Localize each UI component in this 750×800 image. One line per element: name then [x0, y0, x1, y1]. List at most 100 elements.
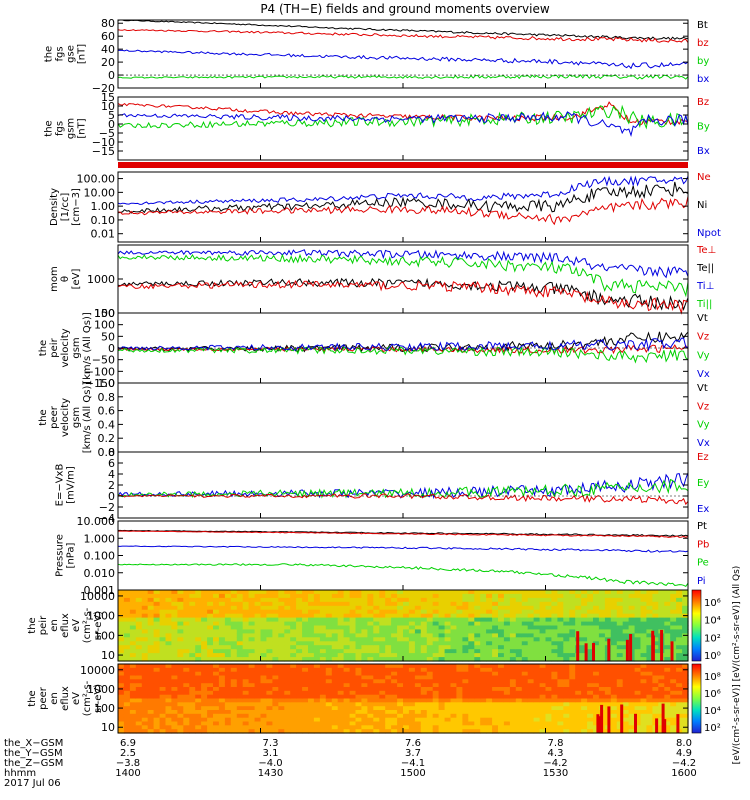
heatmap-cell	[278, 657, 285, 662]
heatmap-cell	[557, 729, 564, 734]
heatmap-cell	[569, 721, 576, 726]
heatmap-cell	[266, 690, 273, 696]
heatmap-cell	[272, 713, 279, 719]
heatmap-cell	[349, 725, 357, 730]
heatmap-cell	[682, 679, 689, 684]
heatmap-cell	[361, 679, 368, 684]
heatmap-cell	[545, 671, 552, 677]
heatmap-cell	[218, 617, 226, 623]
heatmap-cell	[527, 625, 535, 630]
heatmap-cell	[379, 729, 386, 734]
heatmap-cell	[444, 710, 452, 715]
heatmap-cell	[242, 690, 250, 696]
heatmap-cell	[456, 653, 463, 658]
heatmap-cell	[628, 721, 636, 726]
heatmap-cell	[551, 683, 558, 688]
heatmap-cell	[153, 687, 161, 692]
heatmap-cell	[129, 609, 137, 615]
heatmap-cell	[325, 653, 333, 658]
heatmap-cell	[308, 649, 315, 654]
heatmap-cell	[278, 717, 285, 723]
heatmap-cell	[260, 664, 267, 669]
heatmap-cell	[278, 713, 285, 719]
heatmap-cell	[123, 625, 131, 630]
heatmap-cell	[135, 713, 143, 719]
heatmap-cell	[313, 649, 321, 654]
heatmap-cell	[652, 637, 659, 642]
heatmap-cell	[165, 621, 172, 627]
heatmap-cell	[593, 637, 600, 642]
heatmap-cell	[177, 617, 184, 623]
heatmap-cell	[272, 609, 279, 615]
heatmap-cell	[165, 721, 172, 726]
heatmap-cell	[153, 590, 161, 595]
heatmap-cell	[361, 721, 368, 726]
heatmap-cell	[462, 698, 469, 703]
heatmap-cell	[385, 729, 392, 734]
heatmap-cell	[118, 698, 125, 703]
heatmap-cell	[682, 690, 689, 696]
heatmap-cell	[509, 637, 517, 642]
heatmap-cell	[616, 625, 624, 630]
heatmap-cell	[616, 590, 624, 595]
heatmap-cell	[468, 710, 475, 715]
heatmap-cell	[242, 683, 250, 688]
heatmap-cell	[284, 613, 291, 619]
heatmap-cell	[492, 702, 499, 707]
x-row-value: 4.9	[676, 748, 692, 759]
heatmap-cell	[462, 637, 469, 642]
heatmap-cell	[308, 702, 315, 707]
heatmap-cell	[634, 597, 642, 603]
x-row-value: 1430	[258, 768, 283, 779]
y-axis-label: gsm	[66, 118, 77, 139]
heatmap-cell	[278, 671, 285, 677]
heatmap-cell	[682, 664, 689, 669]
heatmap-cell	[480, 605, 487, 611]
heatmap-cell	[646, 683, 653, 688]
heatmap-cell	[367, 671, 374, 677]
heatmap-cell	[462, 713, 469, 719]
heatmap-cell	[486, 675, 493, 680]
heatmap-cell	[503, 653, 511, 658]
heatmap-cell	[575, 729, 582, 734]
heatmap-cell	[284, 593, 291, 599]
heatmap-cell	[521, 601, 529, 607]
heatmap-cell	[545, 637, 552, 642]
heatmap-cell	[135, 664, 143, 669]
heatmap-cell	[213, 710, 220, 715]
heatmap-cell	[622, 706, 630, 711]
heatmap-cell	[373, 713, 380, 719]
heatmap-cell	[652, 657, 659, 662]
series-Vx	[117, 337, 689, 352]
heatmap-cell	[260, 597, 267, 603]
heatmap-cell	[646, 641, 653, 646]
heatmap-cell	[135, 729, 143, 734]
heatmap-cell	[527, 667, 535, 673]
heatmap-cell	[349, 653, 357, 658]
heatmap-cell	[331, 597, 339, 603]
heatmap-cell	[533, 717, 541, 723]
heatmap-cell	[129, 621, 137, 627]
heatmap-cell	[337, 625, 345, 630]
heatmap-cell	[201, 601, 208, 607]
heatmap-cell	[527, 698, 535, 703]
heatmap-cell	[260, 725, 267, 730]
heatmap-cell	[414, 679, 422, 684]
heatmap-cell	[159, 613, 167, 619]
heatmap-cell	[367, 617, 374, 623]
heatmap-cell	[367, 609, 374, 615]
heatmap-cell	[349, 690, 357, 696]
heatmap-cell	[218, 706, 226, 711]
y-axis-label: eV	[71, 692, 82, 705]
heatmap-cell	[218, 593, 226, 599]
heatmap-cell	[284, 645, 291, 650]
x-row-value: 7.8	[548, 738, 564, 749]
heatmap-cell	[634, 653, 642, 658]
heatmap-cell	[456, 667, 463, 673]
heatmap-cell	[450, 597, 457, 603]
heatmap-cell	[408, 649, 416, 654]
heatmap-cell	[224, 590, 232, 595]
heatmap-cell	[432, 702, 440, 707]
heatmap-cell	[171, 625, 178, 630]
heatmap-cell	[177, 657, 184, 662]
